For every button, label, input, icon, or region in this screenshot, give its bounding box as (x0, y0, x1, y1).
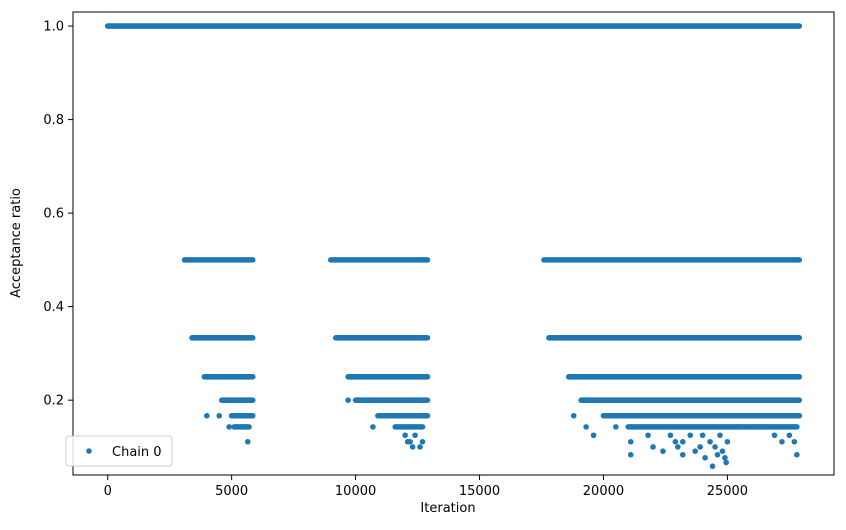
y-tick-label: 0.6 (43, 207, 64, 222)
data-point-0-29 (687, 432, 694, 439)
y-tick-label: 0.4 (43, 300, 64, 315)
points-layer (104, 23, 803, 470)
x-axis-label: Iteration (420, 501, 475, 516)
data-point-0-21 (645, 432, 651, 439)
data-point-0-19 (627, 451, 634, 458)
data-point-0-10 (407, 438, 413, 445)
data-point-0-5 (345, 397, 351, 403)
data-point-0-49 (794, 451, 800, 458)
data-point-0-1 (216, 412, 223, 419)
x-tick-label: 15000 (459, 484, 500, 499)
legend-box (65, 435, 173, 467)
data-point-0-24 (667, 432, 674, 439)
legend-label: Chain 0 (112, 445, 162, 460)
data-point-0-23 (660, 448, 666, 454)
data-point-0-32 (699, 432, 706, 439)
data-point-0-50 (791, 438, 798, 445)
data-point-0-31 (697, 444, 703, 450)
data-point-0-7 (389, 412, 396, 419)
data-point-0-6 (370, 424, 376, 430)
data-point-0-12 (412, 432, 418, 439)
data-point-0-22 (650, 444, 656, 450)
data-point-0-42 (724, 438, 731, 445)
data-point-0-35 (709, 463, 716, 470)
data-point-0-43 (734, 424, 741, 430)
data-point-0-13 (417, 444, 423, 450)
data-point-0-11 (409, 444, 416, 450)
data-point-0-41 (723, 459, 729, 466)
x-tick-label: 0 (104, 484, 112, 499)
data-point-0-48 (786, 432, 793, 439)
data-point-0-44 (754, 424, 760, 430)
data-point-0-2 (226, 424, 232, 430)
plot-frame (72, 11, 835, 476)
data-point-0-40 (722, 454, 728, 461)
y-tick-label: 1.0 (43, 20, 64, 35)
data-point-0-46 (771, 432, 778, 439)
data-point-0-20 (627, 438, 634, 445)
y-axis-label: Acceptance ratio (9, 188, 24, 298)
x-tick-label: 5000 (215, 484, 248, 499)
data-point-0-0 (204, 412, 210, 419)
data-point-0-4 (244, 438, 251, 445)
data-point-0-25 (672, 438, 679, 445)
data-point-0-30 (692, 448, 698, 454)
legend-marker (86, 448, 92, 454)
data-point-0-3 (239, 424, 246, 430)
x-tick-label: 25000 (707, 484, 748, 499)
data-point-0-33 (702, 454, 708, 461)
data-point-0-28 (679, 451, 686, 458)
data-point-0-45 (761, 424, 768, 430)
y-tick-label: 0.2 (43, 394, 64, 409)
data-point-0-26 (675, 444, 681, 450)
data-point-0-37 (714, 451, 721, 458)
data-point-0-39 (719, 448, 726, 454)
y-ticks: 0.2 0.4 0.6 0.8 1.0 (43, 20, 73, 409)
x-ticks: 0 5000 10000 15000 20000 25000 (104, 475, 748, 499)
x-tick-label: 20000 (583, 484, 624, 499)
data-point-0-14 (419, 438, 426, 445)
x-tick-label: 10000 (335, 484, 376, 499)
data-point-0-34 (707, 438, 713, 445)
data-point-0-47 (779, 438, 785, 445)
data-point-0-17 (590, 432, 597, 439)
data-point-0-8 (402, 432, 408, 439)
data-point-0-36 (712, 444, 718, 450)
data-point-0-27 (679, 438, 686, 445)
legend: Chain 0 (65, 435, 173, 467)
data-point-0-15 (570, 412, 577, 419)
data-point-0-16 (583, 424, 589, 430)
data-point-0-18 (613, 424, 619, 430)
data-point-0-38 (717, 432, 723, 439)
y-tick-label: 0.8 (43, 113, 64, 128)
